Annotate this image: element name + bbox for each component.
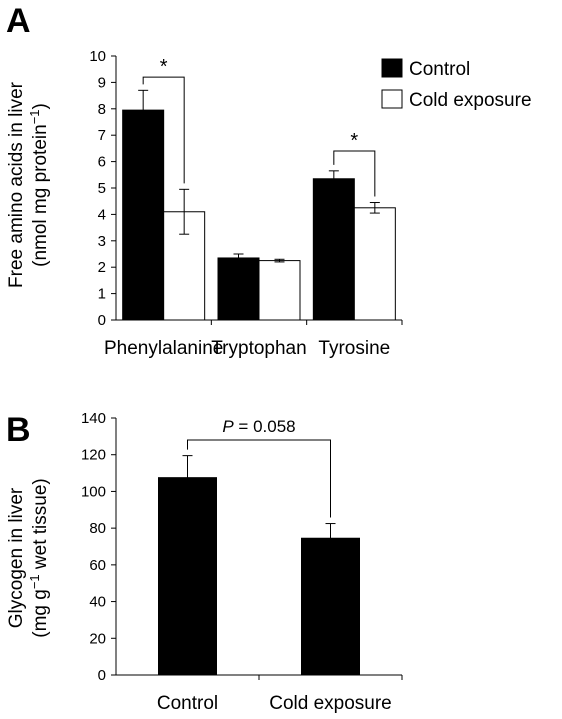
- bar-glycogen: [301, 537, 360, 676]
- legend: Control Cold exposure: [381, 58, 532, 111]
- y-tick-label-a: 0: [98, 312, 106, 329]
- y-tick-label-a: 1: [98, 286, 106, 303]
- y-axis-label-b-line2: (mg g−1 wet tissue): [27, 478, 51, 638]
- category-label-b: Control: [157, 693, 218, 714]
- y-tick-label-a: 5: [98, 180, 106, 197]
- y-tick-label-b: 100: [81, 483, 106, 500]
- y-tick-label-a: 2: [98, 259, 106, 276]
- significance-star: *: [350, 130, 358, 152]
- bar-control: [217, 257, 260, 321]
- significance-bracket: [142, 76, 185, 184]
- legend-swatch-control: [381, 58, 403, 78]
- bar-cold: [258, 260, 301, 321]
- y-ticks-a: 0 1 2 3 4 5 6 7 8 9 10: [89, 48, 403, 329]
- bar-glycogen: [158, 477, 217, 676]
- y-axis-label-b-line1: Glycogen in liver: [6, 487, 27, 628]
- bar-cold: [353, 207, 396, 321]
- significance-star: *: [160, 56, 168, 78]
- y-tick-label-b: 120: [81, 447, 106, 464]
- legend-label-cold: Cold exposure: [409, 90, 532, 111]
- y-tick-label-a: 6: [98, 154, 106, 171]
- y-tick-label-b: 140: [81, 410, 106, 427]
- legend-swatch-cold: [381, 89, 403, 109]
- category-label-a: Phenylalanine: [104, 338, 223, 359]
- y-axis-label-a-line1: Free amino acids in liver: [6, 81, 27, 288]
- category-label-a: Tyrosine: [318, 338, 390, 359]
- category-label-a: Tryptophan: [211, 338, 306, 359]
- y-tick-label-a: 9: [98, 74, 106, 91]
- legend-label-control: Control: [409, 59, 470, 80]
- significance-bracket-b: [187, 439, 331, 518]
- bar-control: [122, 109, 165, 321]
- y-tick-label-a: 8: [98, 101, 106, 118]
- y-tick-label-b: 0: [98, 667, 106, 684]
- category-label-b: Cold exposure: [269, 693, 392, 714]
- y-tick-label-a: 10: [89, 48, 106, 65]
- p-value-label: P = 0.058: [222, 417, 295, 436]
- y-ticks-b: 0 20 40 60 80 100 120 140: [81, 410, 403, 684]
- panel-label-a: A: [6, 2, 31, 40]
- y-tick-label-b: 60: [89, 557, 106, 574]
- y-tick-label-b: 80: [89, 520, 106, 537]
- y-axis-label-a-line2: (nmol mg protein−1): [27, 103, 51, 267]
- bar-control: [312, 178, 355, 321]
- categories-b: Control Cold exposure: [157, 693, 392, 714]
- y-tick-label-a: 3: [98, 233, 106, 250]
- panel-label-b: B: [6, 411, 31, 449]
- bars-a: [122, 89, 396, 321]
- significance-a: **: [142, 56, 376, 197]
- significance-bracket: [333, 150, 376, 197]
- y-tick-label-b: 20: [89, 630, 106, 647]
- y-tick-label-a: 4: [98, 206, 106, 223]
- significance-b: [187, 439, 331, 518]
- y-tick-label-b: 40: [89, 594, 106, 611]
- bars-b: [158, 455, 360, 676]
- y-tick-label-a: 7: [98, 127, 106, 144]
